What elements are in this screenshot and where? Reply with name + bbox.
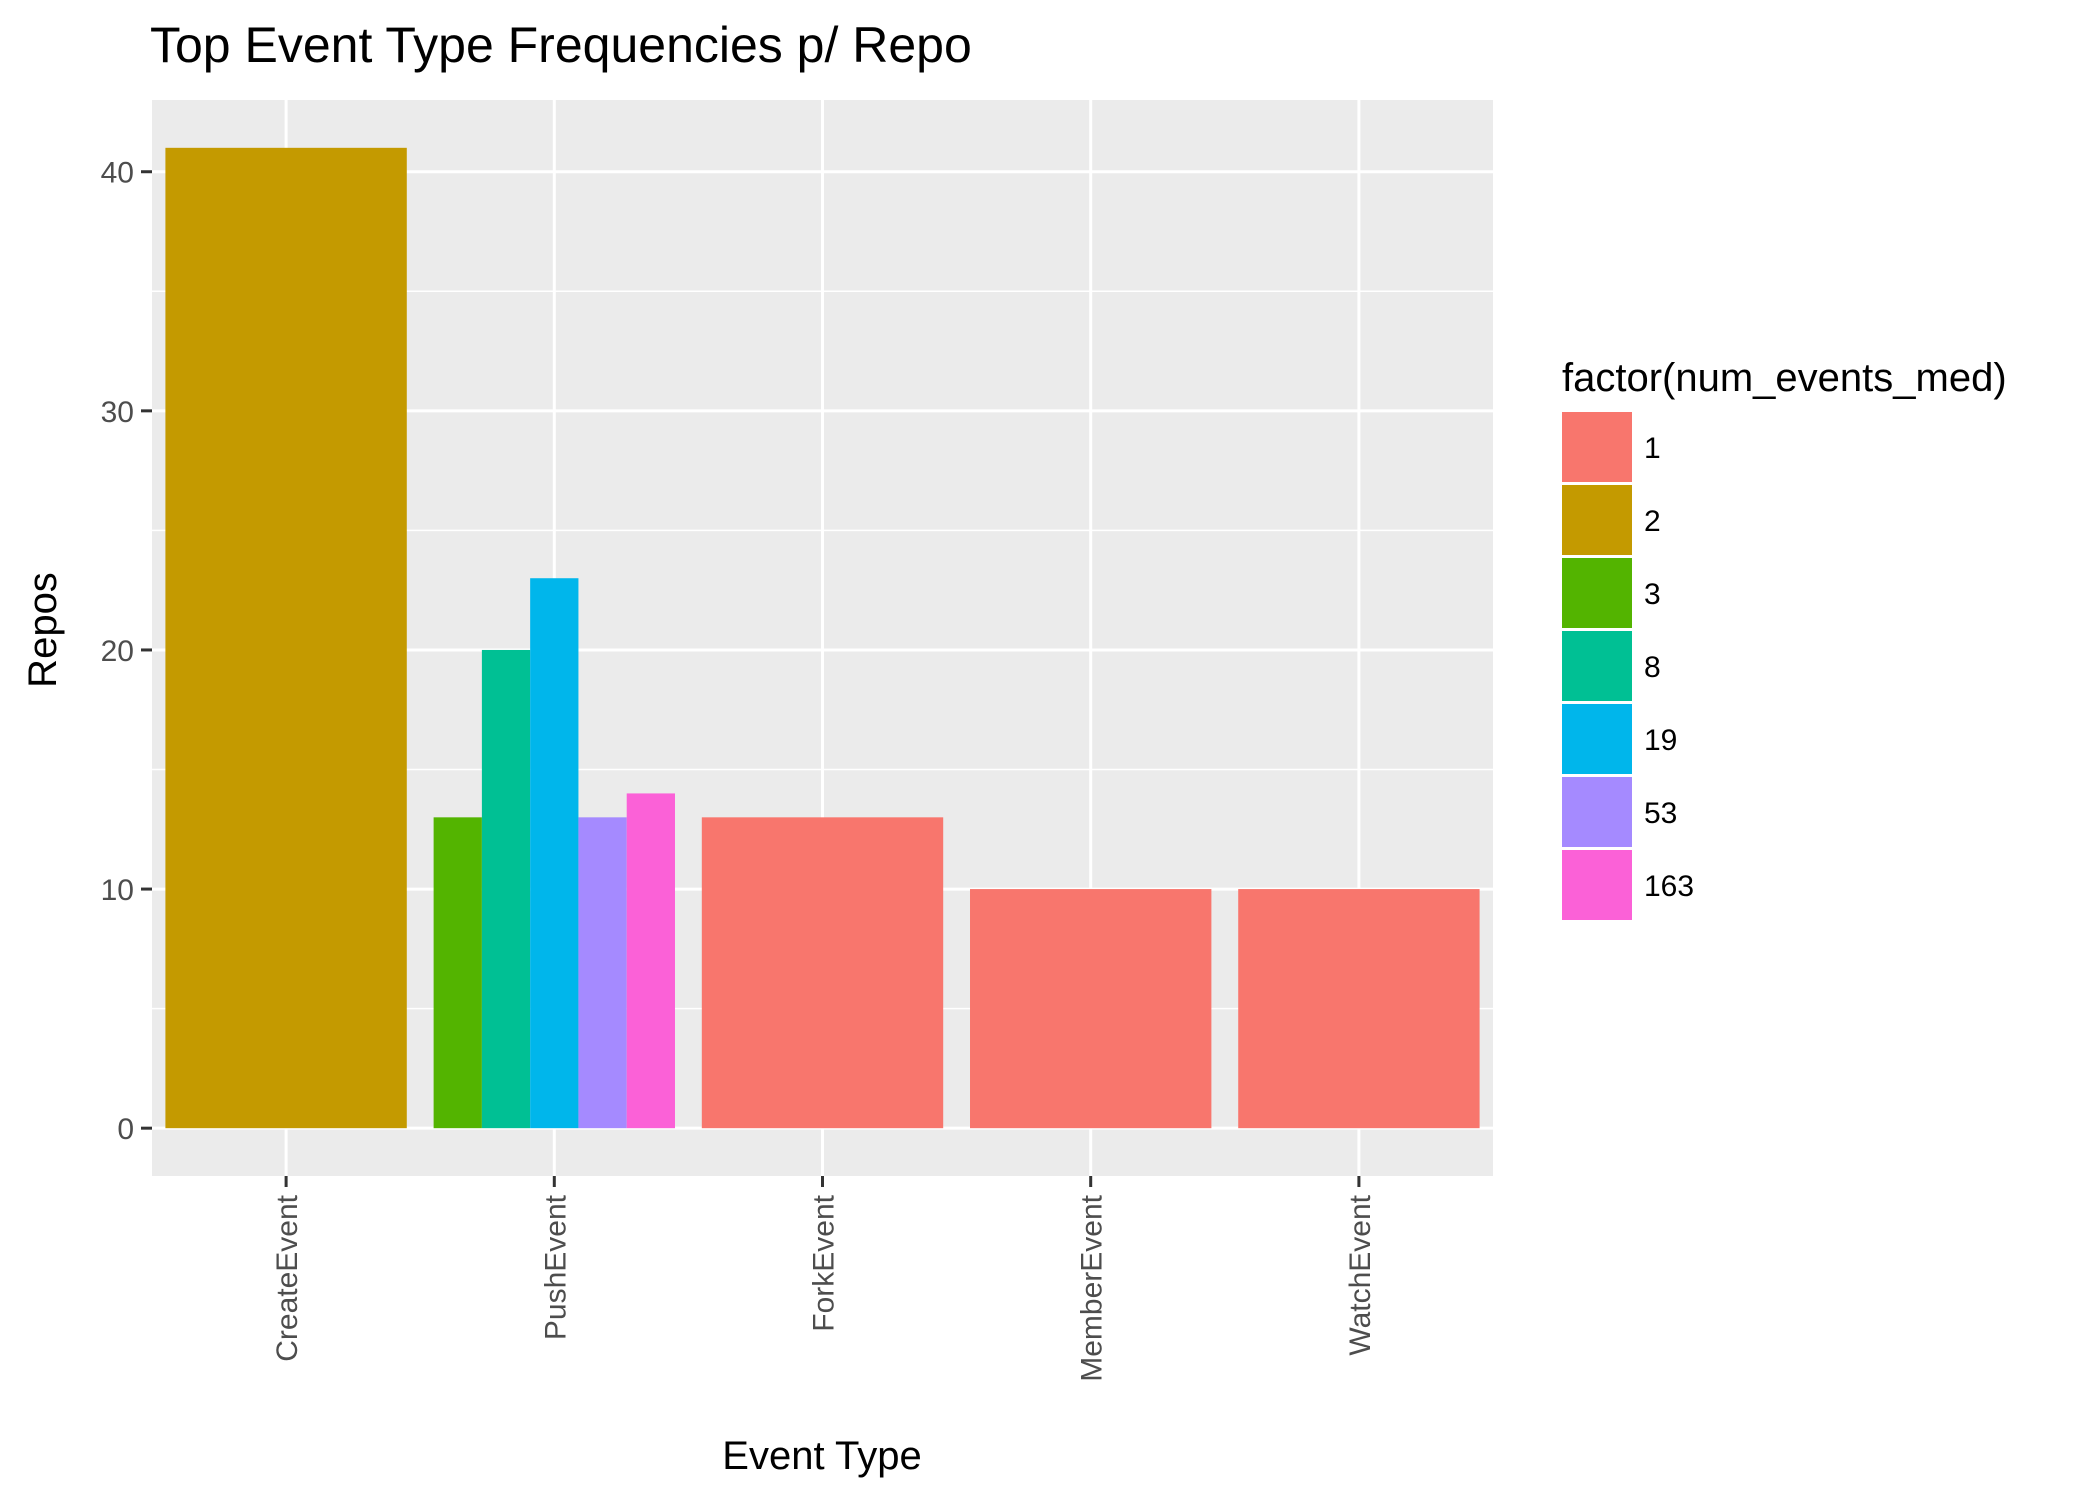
bar-pushevent-19 — [530, 578, 579, 1129]
y-tick-label: 10 — [101, 874, 134, 907]
x-tick-label: MemberEvent — [1076, 1194, 1109, 1381]
bar-watchevent-1 — [1238, 889, 1480, 1129]
x-axis: CreateEvent PushEvent ForkEvent MemberEvent… — [271, 1176, 1377, 1382]
legend-label-2: 2 — [1644, 505, 1661, 538]
legend-label-53: 53 — [1644, 797, 1677, 830]
legend-label-1: 1 — [1644, 432, 1661, 465]
legend-label-3: 3 — [1644, 578, 1661, 611]
legend-key-8 — [1562, 631, 1632, 701]
legend-label-19: 19 — [1644, 724, 1677, 757]
bar-forkevent-1 — [701, 817, 944, 1129]
bar-createevent-2 — [165, 147, 407, 1129]
bar-pushevent-8 — [481, 649, 531, 1129]
bar-pushevent-3 — [433, 817, 482, 1129]
x-tick-label: PushEvent — [539, 1194, 572, 1340]
legend-key-19 — [1562, 704, 1632, 774]
y-tick-label: 0 — [117, 1113, 134, 1146]
legend-key-53 — [1562, 777, 1632, 847]
x-tick-label: WatchEvent — [1344, 1194, 1377, 1355]
bars — [165, 147, 1480, 1129]
legend-key-2 — [1562, 485, 1632, 555]
bar-pushevent-163 — [626, 793, 675, 1129]
legend: factor(num_events_med) 1 2 3 8 19 53 163 — [1562, 356, 2007, 920]
x-axis-title: Event Type — [722, 1434, 921, 1478]
x-tick-label: ForkEvent — [808, 1194, 841, 1331]
legend-label-8: 8 — [1644, 651, 1661, 684]
y-axis-title: Repos — [21, 572, 65, 688]
x-tick-label: CreateEvent — [271, 1194, 304, 1361]
y-tick-label: 40 — [101, 157, 134, 190]
legend-label-163: 163 — [1644, 870, 1694, 903]
chart-title: Top Event Type Frequencies p/ Repo — [150, 17, 972, 73]
bar-memberevent-1 — [970, 889, 1212, 1129]
legend-key-1 — [1562, 412, 1632, 482]
bar-pushevent-53 — [578, 817, 627, 1129]
y-axis: 0 10 20 30 40 — [101, 157, 152, 1146]
legend-key-3 — [1562, 558, 1632, 628]
y-tick-label: 20 — [101, 635, 134, 668]
legend-title: factor(num_events_med) — [1562, 356, 2007, 400]
y-tick-label: 30 — [101, 396, 134, 429]
legend-key-163 — [1562, 850, 1632, 920]
